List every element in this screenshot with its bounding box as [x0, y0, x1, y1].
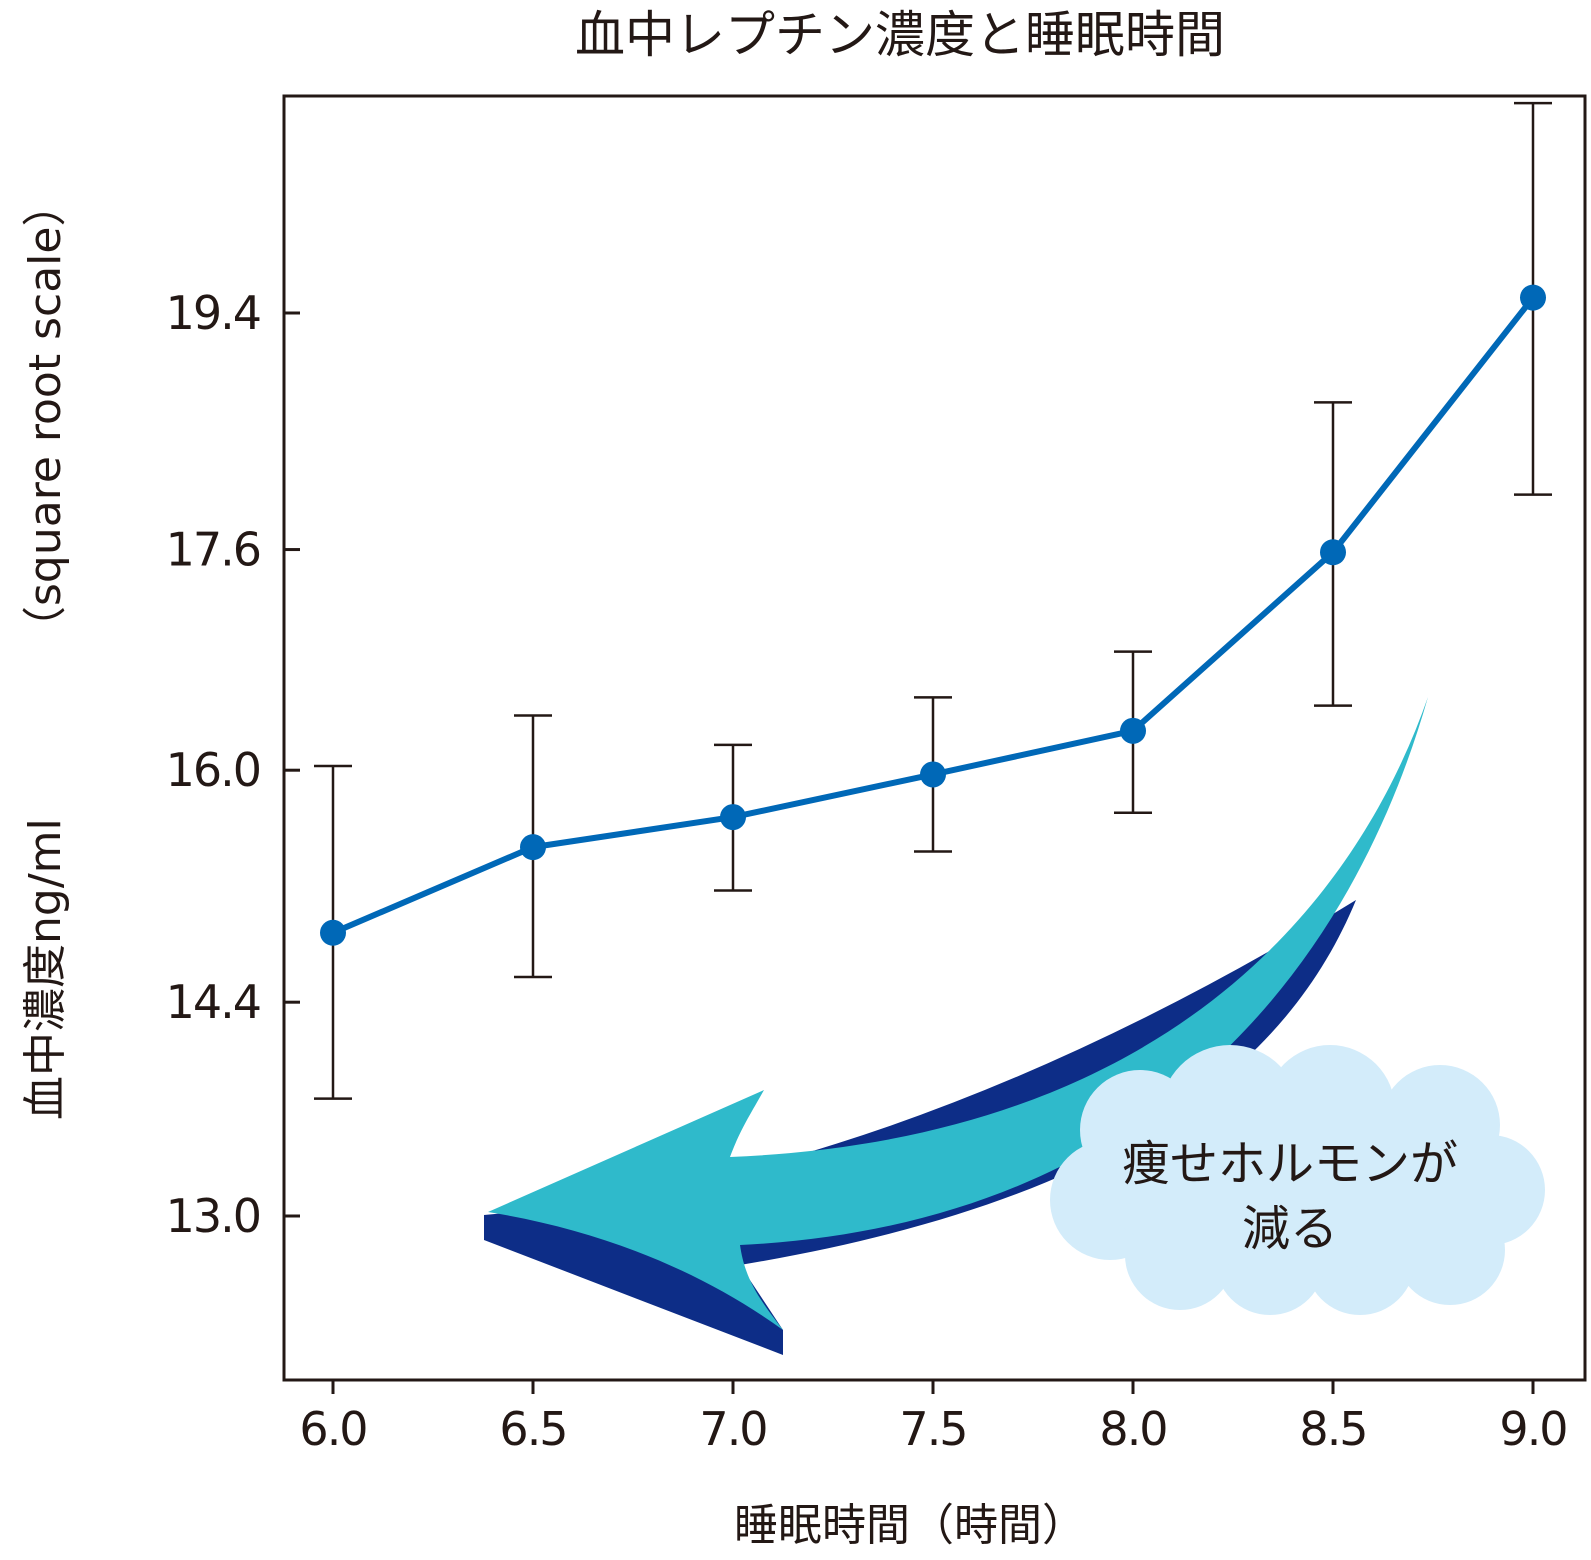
chart-title: 血中レプチン濃度と睡眠時間 [575, 6, 1225, 64]
y-axis: 13.0 14.4 16.0 17.6 19.4 [166, 286, 300, 1243]
x-tick-label: 9.0 [1499, 1402, 1566, 1456]
error-bars [314, 101, 1552, 1100]
y-axis-scale-group: （square root scale） [20, 183, 71, 650]
y-axis-label-scale: （square root scale） [20, 183, 71, 650]
speech-cloud [1050, 1045, 1545, 1315]
data-point [920, 761, 946, 788]
y-tick-label: 19.4 [166, 286, 260, 340]
x-tick-label: 8.0 [1099, 1402, 1166, 1456]
x-axis-label: 睡眠時間（時間） [734, 1500, 1086, 1551]
y-axis-label-group: 血中濃度ng/ml [20, 818, 71, 1120]
decrease-arrow [484, 697, 1428, 1355]
y-tick-label: 17.6 [166, 523, 260, 577]
x-tick-label: 6.5 [499, 1402, 566, 1456]
y-tick-label: 14.4 [166, 975, 260, 1029]
data-point [320, 919, 346, 946]
cloud-text-line2: 減る [1242, 1201, 1338, 1257]
x-tick-label: 8.5 [1299, 1402, 1366, 1456]
y-axis-label-main: 血中濃度ng/ml [20, 818, 71, 1120]
data-point [1520, 284, 1546, 311]
x-tick-label: 6.0 [299, 1402, 366, 1456]
cloud-text-line1: 痩せホルモンが [1122, 1136, 1458, 1192]
data-point [720, 804, 746, 831]
y-tick-label: 13.0 [166, 1189, 260, 1243]
x-tick-label: 7.5 [899, 1402, 966, 1456]
data-point [1120, 717, 1146, 744]
data-point [1320, 539, 1346, 566]
series-group [320, 284, 1546, 946]
y-tick-label: 16.0 [166, 743, 260, 797]
arrow-body [488, 697, 1428, 1330]
x-axis: 6.0 6.5 7.0 7.5 8.0 8.5 9.0 [299, 1380, 1569, 1456]
x-tick-label: 7.0 [699, 1402, 766, 1456]
data-point [520, 834, 546, 861]
